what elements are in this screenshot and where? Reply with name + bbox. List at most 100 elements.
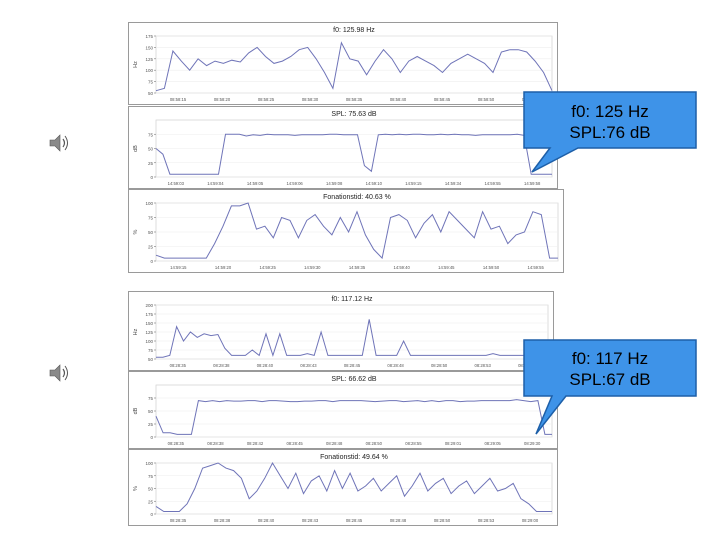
x-tick-label: 08:28:42 — [247, 441, 264, 446]
chart-svg: f0: 125.98 Hz Hz 50 75 100 125 150 175 08:58:15 0… — [128, 22, 558, 105]
x-tick-label: 08:28:45 — [286, 441, 303, 446]
y-tick-label: 100 — [145, 201, 153, 206]
chart-phonation-upper: Fonationstid: 40.63 %% 0 25 50 75 100 14:59:15… — [128, 189, 564, 273]
y-tick-label: 125 — [145, 57, 153, 62]
x-tick-label: 08:28:35 — [170, 518, 187, 523]
x-tick-label: 08:58:20 — [214, 97, 231, 102]
chart-title: f0: 125.98 Hz — [333, 27, 375, 34]
x-tick-label: 08:29:00 — [522, 518, 539, 523]
x-tick-label: 08:28:45 — [344, 363, 361, 368]
y-tick-label: 50 — [148, 147, 154, 152]
chart-spl-upper: SPL: 75.63 dB dB 0 25 50 75 14:59:03 14:59:04 14… — [128, 106, 558, 189]
x-tick-label: 08:29:01 — [445, 441, 462, 446]
x-tick-label: 14:59:40 — [394, 265, 411, 270]
y-tick-label: 50 — [148, 357, 154, 362]
x-tick-label: 08:58:25 — [258, 97, 275, 102]
speaker-icon[interactable] — [47, 361, 71, 385]
speaker-icon[interactable] — [47, 131, 71, 155]
x-tick-label: 08:28:40 — [257, 363, 274, 368]
x-tick-label: 08:28:50 — [431, 363, 448, 368]
callout-bubble — [523, 91, 697, 173]
x-tick-label: 08:28:45 — [346, 518, 363, 523]
x-tick-label: 08:58:30 — [302, 97, 319, 102]
y-tick-label: 75 — [148, 348, 154, 353]
x-tick-label: 14:59:10 — [366, 181, 383, 186]
series-line — [155, 133, 552, 175]
y-tick-label: 25 — [148, 245, 154, 250]
x-tick-label: 08:28:53 — [478, 518, 495, 523]
series-line — [155, 41, 553, 92]
x-tick-label: 14:59:08 — [326, 181, 343, 186]
y-tick-label: 200 — [145, 303, 153, 308]
y-axis-label: dB — [133, 145, 139, 152]
x-tick-label: 08:28:40 — [258, 518, 275, 523]
x-tick-label: 14:59:15 — [405, 181, 422, 186]
y-axis-label: dB — [133, 407, 139, 414]
chart-title: f0: 117.12 Hz — [331, 296, 373, 303]
y-tick-label: 175 — [145, 312, 153, 317]
x-tick-label: 14:59:25 — [260, 265, 277, 270]
callout-text: f0: 117 Hz SPL:67 dB — [524, 348, 696, 390]
y-axis-label: Hz — [133, 61, 139, 68]
y-axis-label: Hz — [133, 328, 139, 335]
x-tick-label: 08:28:53 — [475, 363, 492, 368]
x-tick-label: 14:59:05 — [247, 181, 264, 186]
y-tick-label: 175 — [145, 34, 153, 39]
y-tick-label: 75 — [148, 216, 154, 221]
x-tick-label: 08:28:48 — [326, 441, 343, 446]
chart-svg: SPL: 75.63 dB dB 0 25 50 75 14:59:03 14:59:04 14… — [128, 106, 558, 189]
x-tick-label: 08:28:43 — [300, 363, 317, 368]
callout-spl: SPL:76 dB — [569, 123, 651, 142]
chart-frame — [128, 291, 554, 371]
y-tick-label: 0 — [150, 435, 153, 440]
y-tick-label: 0 — [150, 259, 153, 264]
series-line — [155, 399, 552, 435]
x-tick-label: 08:58:50 — [478, 97, 495, 102]
series-line — [155, 461, 552, 512]
y-tick-label: 75 — [148, 396, 154, 401]
chart-svg: f0: 117.12 Hz Hz 50 75 100 125 150 175 200 08:28:… — [128, 291, 554, 371]
x-tick-label: 08:58:40 — [390, 97, 407, 102]
x-tick-label: 14:59:55 — [528, 265, 545, 270]
chart-title: SPL: 75.63 dB — [331, 111, 376, 118]
series-line — [156, 319, 549, 358]
y-tick-label: 100 — [145, 339, 153, 344]
x-tick-label: 08:28:38 — [213, 363, 230, 368]
y-tick-label: 0 — [150, 512, 153, 517]
y-tick-label: 50 — [148, 487, 154, 492]
chart-spl-lower: SPL: 66.62 dB dB 0 25 50 75 08:28:35 08:28:38 08… — [128, 371, 558, 449]
chart-title: SPL: 66.62 dB — [331, 376, 376, 383]
x-tick-label: 14:59:20 — [215, 265, 232, 270]
x-tick-label: 08:28:55 — [405, 441, 422, 446]
x-tick-label: 14:59:50 — [483, 265, 500, 270]
x-tick-label: 08:28:38 — [214, 518, 231, 523]
y-tick-label: 150 — [145, 45, 153, 50]
callout-f0: f0: 125 Hz — [571, 102, 649, 121]
y-tick-label: 75 — [148, 80, 154, 85]
chart-frame — [128, 189, 564, 273]
x-tick-label: 08:28:43 — [302, 518, 319, 523]
callout-spl: SPL:67 dB — [569, 370, 651, 389]
y-tick-label: 125 — [145, 330, 153, 335]
x-tick-label: 08:29:30 — [524, 441, 541, 446]
x-tick-label: 08:28:38 — [207, 441, 224, 446]
chart-title: Fonationstid: 49.64 % — [320, 454, 388, 461]
callout-bubble — [523, 339, 697, 435]
y-tick-label: 100 — [145, 461, 153, 466]
y-axis-label: % — [133, 229, 139, 234]
chart-phonation-lower: Fonationstid: 49.64 %% 0 25 50 75 100 08:28:35… — [128, 449, 558, 526]
chart-f0-lower: f0: 117.12 Hz Hz 50 75 100 125 150 175 200 08:28:… — [128, 291, 554, 371]
chart-frame — [128, 106, 558, 189]
x-tick-label: 14:59:30 — [304, 265, 321, 270]
x-tick-label: 14:59:06 — [286, 181, 303, 186]
y-tick-label: 25 — [148, 422, 154, 427]
y-tick-label: 75 — [148, 474, 154, 479]
x-tick-label: 08:28:48 — [387, 363, 404, 368]
x-tick-label: 08:28:35 — [168, 441, 185, 446]
x-tick-label: 08:28:50 — [366, 441, 383, 446]
x-tick-label: 08:58:45 — [434, 97, 451, 102]
y-tick-label: 100 — [145, 68, 153, 73]
y-tick-label: 50 — [148, 91, 154, 96]
chart-title: Fonationstid: 40.63 % — [323, 194, 391, 201]
